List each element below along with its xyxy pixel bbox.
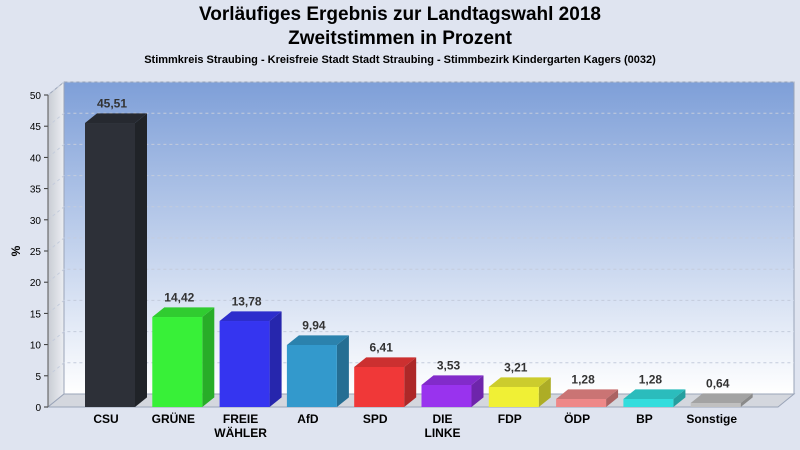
chart-district-label: Stimmkreis Straubing - Kreisfreie Stadt … [144, 54, 656, 66]
y-tick-label: 0 [35, 403, 41, 414]
y-tick-label: 25 [30, 247, 42, 258]
bar-top [85, 113, 147, 124]
gridline [47, 175, 794, 189]
bar [690, 403, 741, 407]
gridline [47, 81, 794, 96]
bar-side [538, 377, 551, 407]
x-tick-label: DIE [432, 412, 452, 426]
gridline [47, 206, 794, 221]
bar-side [135, 113, 147, 407]
bar-top [421, 375, 484, 385]
bar-top [623, 389, 686, 400]
bar [421, 384, 472, 407]
bar-side [336, 335, 349, 407]
bar-top [690, 393, 753, 404]
y-tick-label: 15 [30, 309, 42, 320]
y-tick-label: 10 [30, 341, 42, 352]
y-tick-label: 40 [30, 153, 42, 164]
bar [219, 321, 270, 407]
gridline [47, 143, 794, 158]
data-label: 9,94 [302, 318, 326, 332]
bar-top [219, 311, 282, 322]
bar-side [404, 357, 417, 407]
bar-top [354, 357, 417, 368]
bar [152, 317, 203, 407]
bar [556, 399, 607, 407]
y-tick-label: 30 [30, 216, 42, 227]
y-tick-label: 35 [30, 185, 42, 196]
x-tick-label: LINKE [425, 426, 461, 440]
y-tick-label: 45 [30, 122, 42, 133]
x-tick-label: FDP [498, 412, 522, 426]
data-label: 14,42 [164, 290, 194, 304]
chart-subtitle: Zweitstimmen in Prozent [288, 28, 512, 49]
bar [286, 344, 337, 407]
x-tick-label: CSU [93, 412, 118, 426]
x-tick-label: Sonstige [686, 412, 737, 426]
plot-side-wall [47, 80, 65, 409]
gridline [47, 331, 794, 345]
gridline [47, 237, 794, 252]
x-tick-label: GRÜNE [152, 411, 195, 426]
x-tick-label: AfD [297, 412, 319, 426]
bar-side [740, 393, 753, 407]
x-tick-label: FREIE [223, 412, 258, 426]
gridline [47, 112, 794, 127]
data-label: 0,64 [706, 376, 730, 390]
data-label: 3,53 [437, 358, 461, 372]
x-tick-label: ÖDP [564, 411, 590, 426]
data-label: 3,21 [504, 360, 528, 374]
y-tick-label: 50 [30, 91, 42, 102]
bar [85, 123, 135, 407]
chart-title: Vorläufiges Ergebnis zur Landtagswahl 20… [199, 4, 601, 25]
gridline [47, 362, 794, 377]
bar-top [152, 307, 215, 318]
x-tick-label: SPD [363, 412, 388, 426]
bar [354, 367, 405, 407]
data-label: 1,28 [639, 372, 663, 386]
y-axis-label: % [9, 245, 23, 256]
bar-top [488, 377, 551, 387]
bar [623, 399, 674, 407]
x-tick-label: BP [636, 412, 653, 426]
bar-side [202, 307, 215, 407]
bar [488, 386, 539, 407]
data-label: 13,78 [232, 294, 262, 308]
bar-side [471, 375, 484, 407]
bar-side [673, 389, 686, 407]
bar-side [606, 389, 619, 407]
data-label: 1,28 [571, 372, 595, 386]
data-label: 6,41 [370, 340, 394, 354]
bar-top [556, 389, 619, 400]
y-tick-label: 20 [30, 278, 42, 289]
data-label: 45,51 [97, 96, 127, 110]
x-tick-label: WÄHLER [214, 425, 267, 440]
bar-side [269, 311, 282, 407]
bar-top [286, 335, 349, 345]
y-tick-label: 5 [35, 372, 41, 383]
gridline [47, 268, 794, 283]
gridline [47, 299, 794, 314]
